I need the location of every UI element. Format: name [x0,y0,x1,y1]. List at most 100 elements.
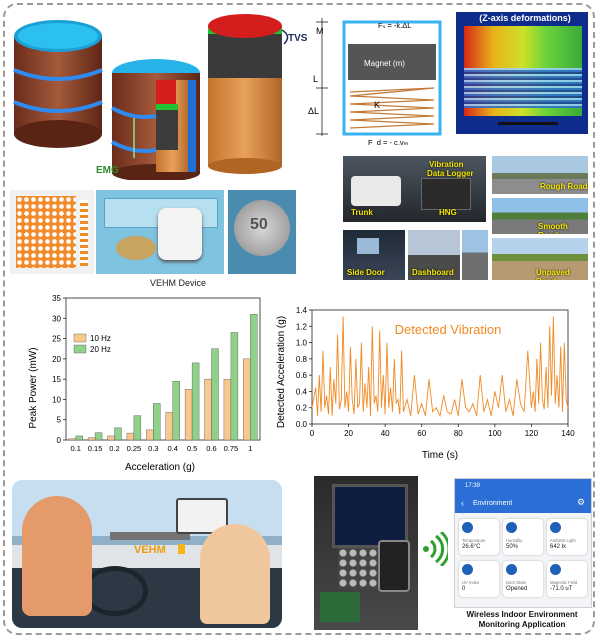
model-fd: F_d = - c.vₘ [368,138,409,146]
line-xtick-label: 100 [488,429,502,438]
model-k: K [374,100,380,110]
bar [172,380,180,441]
device-render: TVS EMG [13,14,308,180]
fem-simulation: (Z-axis deformations) [456,12,588,134]
road-view-photo [462,230,488,280]
bar [107,435,115,441]
uv-icon [462,564,473,575]
line-ytick-label: 0.0 [296,420,308,429]
model-l: L [313,74,318,84]
bar-xlabel: Acceleration (g) [125,462,195,473]
line-ytick-label: 0.4 [296,387,308,396]
bar-xtick-label: 0.75 [224,444,239,453]
wireless-app-line1: Wireless Indoor Environment [466,610,578,619]
line-ytick-label: 0.6 [296,371,308,380]
device-on-coin-photo [96,190,224,274]
bar-plot-frame [65,297,261,441]
card-magnetic-field[interactable]: Magnetic Field -71.0 uT [547,561,587,597]
bar [126,432,135,441]
card-ambient-light[interactable]: Ambient Light 642 lx [547,519,587,555]
smooth-road-photo: Smooth Road [492,198,588,234]
bar-xtick-label: 0.5 [187,444,197,453]
line-xlabel: Time (s) [422,450,458,461]
card-label: Humidity [506,538,523,543]
detected-vibration-chart: Detected Acceleration (g) Time (s) Detec… [276,306,575,461]
bar-ytick-label: 10 [52,395,61,404]
side-door-photo: Side Door [343,230,405,280]
vehm-module-icon [178,544,185,554]
bar [165,412,173,441]
dashboard-photo: Dashboard [408,230,460,280]
tvs-label: TVS [288,33,308,44]
spring-mass-model: M L ΔL Fₛ = -k.ΔL Magnet (m) Fₘ = mg K F… [308,18,442,146]
line-plot-frame [311,309,569,425]
model-magnet: Magnet (m) [364,59,405,68]
device-with-coin-photo: 50 [228,190,296,274]
bar-ytick-label: 5 [57,416,62,425]
bar [204,378,212,441]
tag-hng: HNG [439,208,457,217]
bar [75,435,83,441]
bar-ytick-label: 20 [52,355,61,364]
bar-ytick-label: 25 [52,335,61,344]
peak-power-bar-chart: Peak Power (mW) Acceleration (g) 0 5 10 15 2… [28,294,261,473]
phone-photo [378,540,410,592]
line-xtick-label: 0 [310,429,315,438]
card-label: Magnetic Field [550,580,578,585]
back-arrow-icon[interactable]: ‹ [461,498,464,508]
bar [223,378,232,441]
line-xtick-label: 60 [417,429,426,438]
bar-ytick-label: 30 [52,314,61,323]
car-interior-illustration: VEHM [12,480,282,628]
z-axis-label: (Z-axis deformations) [479,13,571,23]
card-temperature[interactable]: Temperature 26.6°C [459,519,499,555]
bar [68,438,76,441]
card-value: 0 [462,586,466,592]
model-fm: Fₘ = mg [392,81,418,88]
thermometer-icon [462,522,473,533]
legend-swatch [73,333,87,343]
closed-cylinder [13,20,103,148]
line-xtick-label: 20 [344,429,353,438]
legend-label: 20 Hz [90,345,111,354]
app-title: Environment [473,500,513,507]
coil-cylinder [208,14,289,174]
line-xtick-label: 140 [561,429,575,438]
wireless-signal-icon [423,532,448,566]
card-label: Temperature [462,538,486,543]
bar-xtick-label: 0.3 [148,444,158,453]
cutaway-cylinder [111,59,200,180]
bar [243,358,251,441]
bar [250,314,258,441]
bar [211,348,219,441]
screen-icon [176,498,228,534]
driver-figure [22,496,92,616]
gear-icon[interactable]: ⚙ [577,498,586,508]
model-fs: Fₛ = -k.ΔL [378,21,411,30]
card-door-state[interactable]: Door State Opened [503,561,543,597]
oscilloscope-screen [332,484,408,548]
rough-road-photo: Rough Road [492,156,588,194]
tag-vibration: Vibration [429,160,464,169]
line-title: Detected Vibration [395,322,502,337]
bar-xtick-label: 0.4 [167,444,177,453]
card-humidity[interactable]: Humidity 50% [503,519,543,555]
trunk-photo: Trunk Vibration Data Logger HNG [343,156,486,222]
line-ytick-label: 0.2 [296,404,308,413]
electrode-array-photo [10,190,94,274]
model-dl: ΔL [308,106,319,116]
emg-label: EMG [96,165,119,176]
figure-frame [3,3,595,635]
line-ytick-label: 1.0 [296,339,308,348]
card-uv-index[interactable]: UV Index 0 [459,561,499,597]
line-ytick-label: 1.4 [296,306,308,315]
bar-xtick-label: 0.15 [88,444,103,453]
bar-ytick-label: 15 [52,375,61,384]
passenger-figure [200,524,270,624]
bar-xtick-label: 0.1 [70,444,80,453]
oscilloscope-photo [314,476,418,630]
app-screenshot: 17:39 ‹ Environment ⚙ Temperature 26.6°C… [454,478,592,608]
wireless-app-line2: Monitoring Application [478,620,566,629]
line-ytick-label: 1.2 [296,322,308,331]
tag-unpaved-road: Unpaved Road [536,268,570,280]
